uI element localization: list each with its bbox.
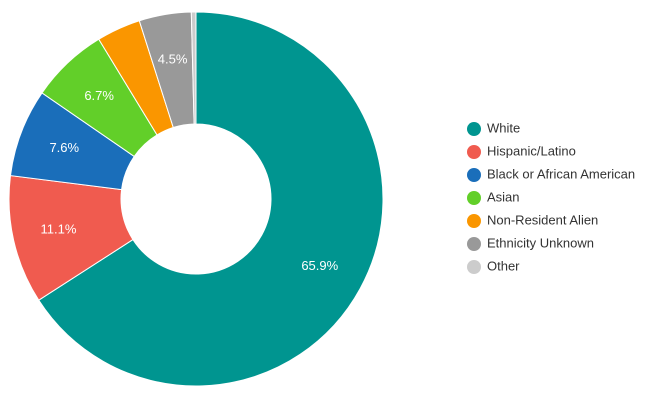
- legend-label: Non-Resident Alien: [487, 212, 598, 227]
- donut-slice: [190, 11, 197, 125]
- slice-label: 6.7%: [84, 88, 114, 103]
- legend-marker: [467, 214, 481, 228]
- slice-label: 65.9%: [301, 258, 338, 273]
- legend-label: Black or African American: [487, 166, 635, 181]
- legend-label: Ethnicity Unknown: [487, 235, 594, 250]
- legend-label: Hispanic/Latino: [487, 143, 576, 158]
- legend-marker: [467, 191, 481, 205]
- legend-label: Asian: [487, 189, 520, 204]
- legend-label: White: [487, 120, 520, 135]
- legend-marker: [467, 237, 481, 251]
- legend-marker: [467, 145, 481, 159]
- slice-label: 4.5%: [158, 51, 188, 66]
- legend-marker: [467, 122, 481, 136]
- legend-marker: [467, 168, 481, 182]
- slice-label: 11.1%: [41, 222, 77, 237]
- slice-label: 7.6%: [49, 140, 79, 155]
- donut-slice: [38, 11, 384, 387]
- legend-label: Other: [487, 258, 520, 273]
- legend-marker: [467, 260, 481, 274]
